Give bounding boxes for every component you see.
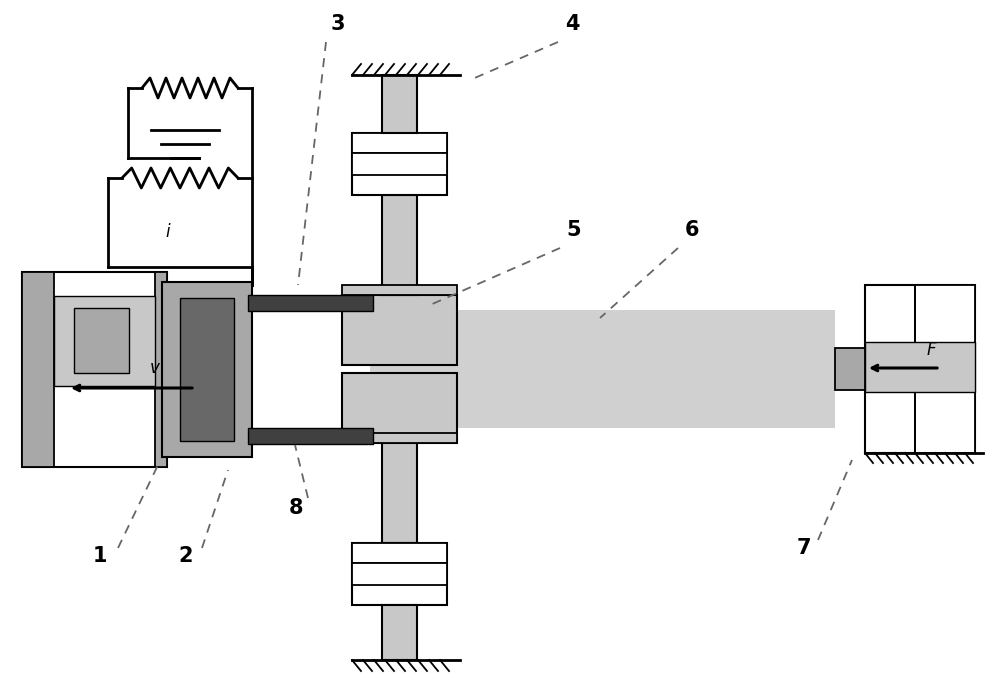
- Bar: [382, 75, 417, 133]
- Text: $F$: $F$: [926, 341, 938, 359]
- Text: 4: 4: [565, 14, 579, 34]
- Bar: [835, 348, 865, 390]
- Bar: [352, 543, 447, 563]
- Text: 7: 7: [797, 538, 811, 558]
- Text: 2: 2: [179, 546, 193, 566]
- Bar: [342, 373, 457, 443]
- Bar: [352, 563, 447, 585]
- Bar: [370, 310, 835, 428]
- Bar: [382, 195, 417, 295]
- Bar: [382, 443, 417, 543]
- Bar: [865, 285, 975, 453]
- Text: $i$: $i$: [165, 223, 171, 241]
- Bar: [22, 272, 54, 467]
- Bar: [342, 285, 457, 295]
- Bar: [865, 342, 975, 392]
- Text: 5: 5: [567, 220, 581, 240]
- Bar: [352, 543, 447, 605]
- Bar: [22, 272, 167, 467]
- Bar: [382, 605, 417, 660]
- Bar: [342, 295, 457, 365]
- Bar: [352, 133, 447, 195]
- Text: 1: 1: [93, 546, 107, 566]
- Bar: [352, 133, 447, 153]
- Bar: [915, 285, 975, 453]
- Bar: [248, 428, 373, 444]
- Bar: [180, 298, 234, 441]
- Text: 6: 6: [685, 220, 699, 240]
- Bar: [162, 282, 252, 457]
- Text: 3: 3: [331, 14, 345, 34]
- Bar: [248, 295, 373, 311]
- Bar: [352, 153, 447, 175]
- Bar: [155, 272, 167, 467]
- Bar: [342, 433, 457, 443]
- Bar: [74, 308, 129, 373]
- Text: $v$: $v$: [149, 359, 161, 377]
- Text: 8: 8: [289, 498, 303, 518]
- Bar: [54, 296, 155, 386]
